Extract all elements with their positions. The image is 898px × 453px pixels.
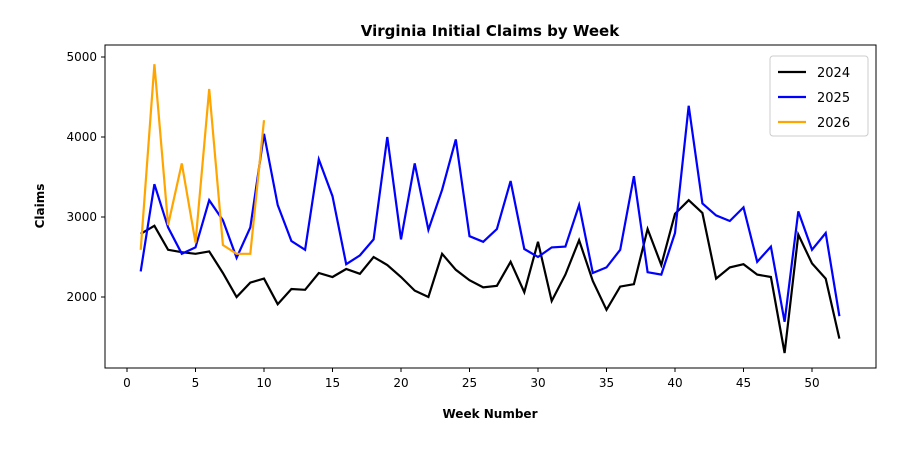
y-axis-label: Claims [33, 184, 47, 229]
x-tick-label: 10 [256, 376, 271, 390]
series-line-2024 [140, 198, 841, 354]
y-tick-label: 2000 [66, 290, 97, 304]
x-tick-label: 0 [123, 376, 131, 390]
x-tick-label: 20 [393, 376, 408, 390]
y-tick-label: 4000 [66, 130, 97, 144]
legend-label: 2024 [817, 66, 850, 81]
y-tick-label: 5000 [66, 50, 97, 64]
chart-title: Virginia Initial Claims by Week [361, 22, 620, 40]
x-tick-label: 25 [462, 376, 477, 390]
x-tick-label: 40 [667, 376, 682, 390]
x-tick-label: 35 [599, 376, 614, 390]
x-tick-label: 45 [736, 376, 751, 390]
series-line-2026 [139, 64, 266, 255]
legend: 2024 2025 2026 [769, 55, 869, 137]
x-tick-label: 5 [192, 376, 200, 390]
y-tick-label: 3000 [66, 210, 97, 224]
plot-frame [104, 44, 877, 369]
legend-label: 2025 [817, 91, 850, 106]
legend-box [769, 55, 869, 137]
x-axis-label: Week Number [443, 407, 538, 421]
legend-label: 2026 [817, 116, 850, 131]
x-tick-label: 50 [804, 376, 819, 390]
series-line-2025 [139, 105, 841, 322]
x-tick-label: 30 [530, 376, 545, 390]
x-tick-label: 15 [325, 376, 340, 390]
